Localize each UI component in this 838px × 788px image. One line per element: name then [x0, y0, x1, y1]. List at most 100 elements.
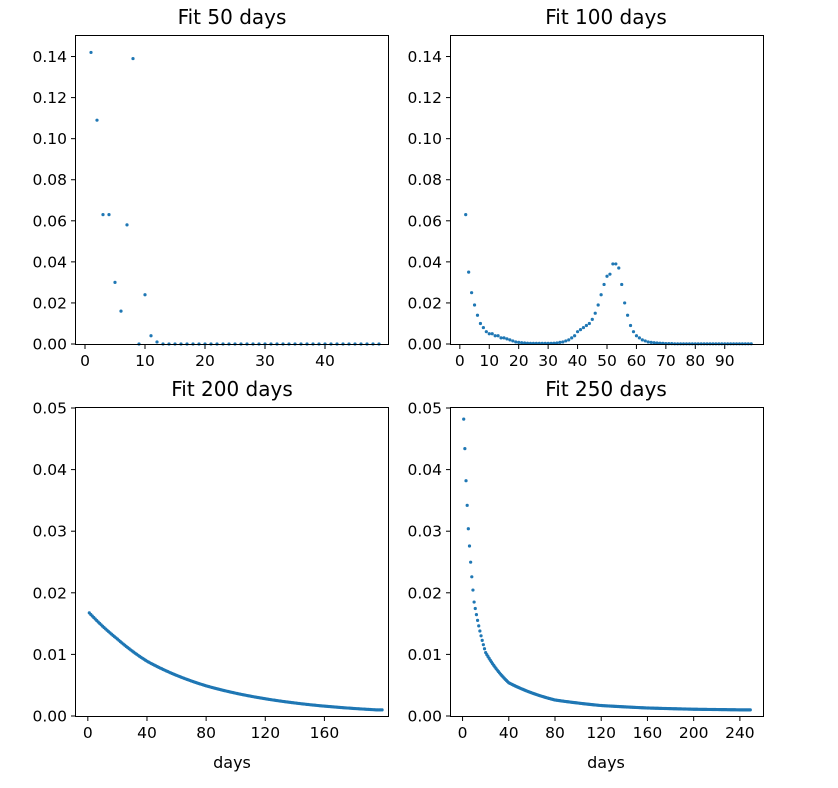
- data-point: [593, 311, 597, 315]
- y-tick-label: 0.12: [407, 89, 442, 107]
- axes-frame: [75, 407, 389, 717]
- y-tick-label: 0.06: [407, 212, 442, 230]
- y-tick-label: 0.08: [407, 171, 442, 189]
- y-tick-label: 0.04: [407, 253, 442, 271]
- x-tick-label: 60: [627, 352, 647, 370]
- data-point: [596, 303, 600, 307]
- data-point: [125, 223, 129, 227]
- data-point: [626, 313, 630, 317]
- x-axis-label: days: [213, 753, 251, 772]
- x-tick-label: 160: [310, 724, 340, 742]
- data-point: [631, 330, 636, 334]
- data-point: [475, 618, 480, 623]
- data-point: [517, 340, 521, 344]
- data-point: [467, 270, 471, 274]
- x-tick-label: 0: [455, 352, 465, 370]
- data-points: [462, 417, 752, 712]
- chart-title: Fit 200 days: [171, 377, 293, 401]
- data-point: [482, 647, 487, 651]
- data-point: [496, 334, 500, 338]
- x-tick-label: 40: [568, 352, 588, 370]
- x-tick-label: 20: [195, 352, 215, 370]
- data-point: [567, 338, 571, 342]
- data-point: [131, 56, 135, 61]
- data-point: [143, 293, 147, 297]
- x-tick-label: 10: [479, 352, 499, 370]
- data-point: [481, 643, 485, 647]
- data-point: [477, 624, 481, 628]
- tick-group: 0 10 20 30 40 0.00 0.02 0.04 0.06 0.08 0.10 0.12 0.1…: [32, 48, 334, 370]
- x-tick-label: 20: [509, 352, 529, 370]
- y-tick-label: 0.05: [32, 400, 67, 418]
- data-point: [478, 629, 482, 633]
- data-point: [617, 266, 621, 270]
- data-point: [590, 317, 594, 321]
- y-tick-label: 0.04: [407, 461, 442, 479]
- chart-title: Fit 100 days: [545, 5, 667, 29]
- data-point: [101, 213, 105, 217]
- data-point: [113, 280, 117, 284]
- subplot-fit-50-days: Fit 50 days 0 10 20 30 40 0.00 0.02 0.04 0.06 0.0…: [32, 5, 389, 370]
- data-point: [481, 325, 485, 330]
- data-point: [505, 337, 509, 341]
- data-point: [634, 334, 639, 338]
- x-tick-label: 90: [715, 352, 735, 370]
- y-tick-label: 0.06: [32, 212, 67, 230]
- data-point: [552, 341, 556, 345]
- y-tick-label: 0.08: [32, 171, 67, 189]
- data-point: [575, 330, 580, 334]
- data-point: [474, 613, 479, 617]
- data-point: [472, 303, 477, 307]
- tick-group: 0 40 80 120 160 200 240 0.00 0.01 0.02 0.03 0.04 0.0…: [407, 400, 754, 743]
- x-tick-label: 80: [196, 724, 216, 742]
- data-point: [581, 325, 586, 330]
- data-point: [478, 321, 483, 326]
- axes-frame: [450, 35, 764, 345]
- data-point: [511, 339, 515, 343]
- x-tick-label: 0: [83, 724, 93, 742]
- data-point: [608, 272, 612, 276]
- x-tick-label: 240: [725, 724, 755, 742]
- subplot-fit-250-days: Fit 250 days 0 40 80 120 160 200 240 0.00 0.01 0.…: [407, 377, 764, 772]
- data-point: [614, 262, 618, 266]
- data-point: [573, 334, 577, 338]
- data-point: [149, 334, 153, 338]
- x-tick-label: 30: [255, 352, 275, 370]
- data-points: [87, 611, 384, 712]
- chart-title: Fit 50 days: [178, 5, 287, 29]
- data-point: [522, 341, 527, 345]
- y-tick-label: 0.03: [407, 523, 442, 541]
- data-points: [464, 213, 753, 346]
- data-point: [599, 293, 603, 297]
- data-point: [637, 336, 641, 340]
- y-tick-label: 0.14: [32, 48, 67, 66]
- y-tick-label: 0.00: [407, 708, 442, 726]
- tick-group: 0 40 80 120 160 0.00 0.01 0.02 0.03 0.04 0.05: [32, 400, 339, 743]
- y-tick-label: 0.04: [32, 461, 67, 479]
- data-point: [490, 332, 494, 336]
- data-point: [564, 339, 568, 343]
- data-point: [555, 341, 559, 345]
- x-tick-label: 40: [499, 724, 519, 742]
- y-tick-label: 0.10: [32, 130, 67, 148]
- x-tick-label: 80: [685, 352, 705, 370]
- axes-frame: [450, 407, 764, 717]
- x-tick-label: 0: [80, 352, 90, 370]
- y-tick-label: 0.01: [407, 646, 442, 664]
- data-point: [119, 309, 123, 313]
- data-point: [508, 338, 512, 342]
- x-axis-label: days: [587, 753, 625, 772]
- x-tick-label: 120: [586, 724, 616, 742]
- data-point: [525, 341, 530, 345]
- data-point: [473, 606, 477, 611]
- data-point: [487, 332, 491, 336]
- data-point: [628, 323, 633, 328]
- y-tick-label: 0.02: [32, 294, 67, 312]
- x-tick-label: 70: [656, 352, 676, 370]
- data-points: [89, 50, 381, 346]
- y-tick-label: 0.05: [407, 400, 442, 418]
- data-point: [380, 708, 384, 712]
- data-point: [649, 340, 653, 344]
- x-tick-label: 80: [545, 724, 565, 742]
